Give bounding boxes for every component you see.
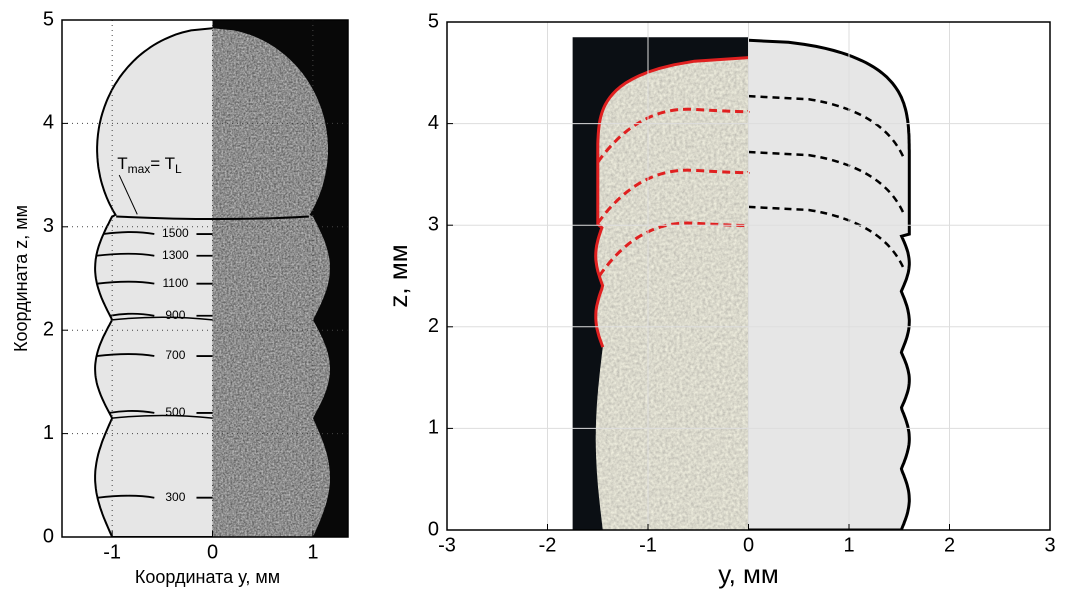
isotherm-label: 900 bbox=[165, 308, 185, 322]
x-tick-label: 3 bbox=[1044, 534, 1055, 556]
isotherm-label: 1100 bbox=[162, 276, 188, 290]
y-tick-label: 1 bbox=[43, 422, 54, 444]
figure: 150013001100900700500300Tmax= TL-1010123… bbox=[0, 0, 1065, 591]
x-axis-label: Координата у, мм bbox=[135, 567, 280, 587]
y-tick-label: 2 bbox=[43, 318, 54, 340]
x-tick-label: -1 bbox=[639, 534, 657, 556]
x-tick-label: -2 bbox=[539, 534, 557, 556]
x-tick-label: -3 bbox=[438, 534, 456, 556]
y-tick-label: 1 bbox=[428, 417, 439, 439]
isotherm-label: 1500 bbox=[162, 226, 189, 240]
x-tick-label: 0 bbox=[743, 534, 754, 556]
image bbox=[573, 37, 910, 530]
isotherm-label: 1300 bbox=[162, 248, 189, 262]
y-tick-label: 5 bbox=[43, 8, 54, 30]
x-tick-label: 2 bbox=[944, 534, 955, 556]
y-tick-label: 4 bbox=[43, 112, 54, 134]
annotation: Tmax= TL bbox=[117, 154, 182, 176]
panel: 1500 1300 1100 900 700 500 300 Tmax= TL -1 0 1 0 1 2 3… bbox=[11, 8, 348, 586]
y-tick-label: 2 bbox=[428, 315, 439, 337]
y-tick-label: 0 bbox=[43, 525, 54, 547]
y-tick-label: 3 bbox=[428, 213, 439, 235]
annotation-part: T bbox=[117, 154, 127, 173]
panel: -3 -2 -1 0 1 2 3 0 1 2 3 4 5 у, мм z, мм bbox=[383, 10, 1056, 589]
x-tick-label: 1 bbox=[307, 541, 318, 563]
isotherm-label: 300 bbox=[165, 490, 185, 504]
y-tick-label: 3 bbox=[43, 215, 54, 237]
x-tick-label: -1 bbox=[103, 541, 121, 563]
isotherm-label: 500 bbox=[165, 405, 185, 419]
y-tick-label: 5 bbox=[428, 10, 439, 32]
annotation-part: L bbox=[175, 162, 182, 176]
x-tick-label: 0 bbox=[207, 541, 218, 563]
annotation-part: = T bbox=[150, 154, 175, 173]
x-axis-label: у, мм bbox=[718, 559, 779, 589]
y-tick-label: 0 bbox=[428, 518, 439, 540]
image: 1500 1300 1100 900 700 500 300 Tmax= TL bbox=[95, 20, 348, 537]
y-tick-label: 4 bbox=[428, 112, 439, 134]
isotherm-label: 700 bbox=[165, 348, 185, 362]
annotation-part: max bbox=[128, 162, 151, 176]
y-axis-label: z, мм bbox=[383, 244, 413, 307]
x-tick-label: 1 bbox=[843, 534, 854, 556]
y-axis-label: Координата z, мм bbox=[11, 205, 31, 352]
